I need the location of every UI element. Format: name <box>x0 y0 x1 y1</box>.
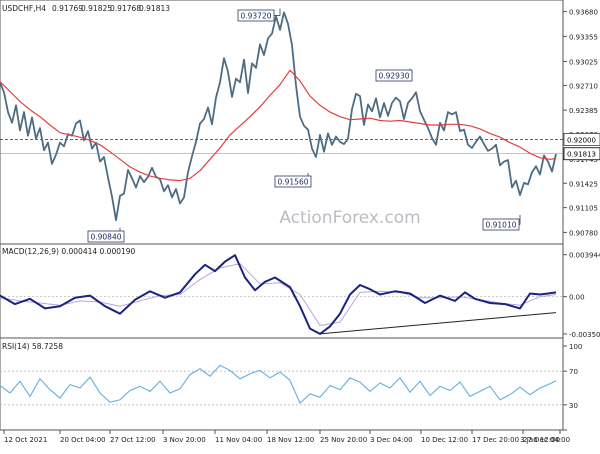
price-axis-tick-label: 0.91425 <box>569 180 598 188</box>
header-close: 0.91813 <box>139 4 170 13</box>
moving-average-line <box>0 69 557 182</box>
price-axis-tick-label: 0.93355 <box>569 33 598 41</box>
macd-main-line <box>0 254 557 335</box>
header-symbol: USDCHF,H4 <box>2 4 46 13</box>
macd-axis-tick-label: -0.003506 <box>569 331 600 339</box>
current-price-label: 0.91813 <box>567 151 596 159</box>
rsi-axis-tick-label: 100 <box>569 343 582 351</box>
x-axis-tick-label: 3 Jan 12:00 <box>520 436 560 444</box>
header-open: 0.91769 <box>52 4 83 13</box>
x-axis-tick-label: 18 Nov 12:00 <box>267 436 314 444</box>
macd-axis-tick-label: 0.003944 <box>569 252 600 260</box>
rsi-layer <box>0 364 563 406</box>
current-price-box <box>563 147 600 161</box>
annotation-box <box>87 230 125 243</box>
annotation-label: 0.90840 <box>90 233 121 242</box>
x-axis-tick-label: 17 Dec 20:00 <box>472 436 519 444</box>
header-low: 0.91768 <box>110 4 141 13</box>
price-axis-tick-label: 0.92710 <box>569 82 598 90</box>
rsi-axis-tick-label: 70 <box>569 368 578 376</box>
x-axis-tick-label: 20 Oct 04:00 <box>60 436 106 444</box>
macd-axis-tick-label: 0.00 <box>569 294 585 302</box>
macd-trendline <box>319 312 557 335</box>
x-axis-tick-label: 27 Dec 04:00 <box>523 436 570 444</box>
annotation-box <box>375 69 413 82</box>
rsi-panel-frame <box>0 337 564 431</box>
macd-layer <box>0 254 563 335</box>
annotation-box <box>237 9 275 22</box>
price-axis-tick-label: 0.92385 <box>569 107 598 115</box>
annotation-box <box>274 175 312 188</box>
annotation-label: 0.92930 <box>378 72 409 81</box>
x-axis-tick-label: 3 Nov 20:00 <box>163 436 206 444</box>
x-axis-tick-label: 10 Dec 12:00 <box>421 436 468 444</box>
annotation-box <box>482 218 520 231</box>
x-axis-tick-label: 27 Oct 12:00 <box>110 436 156 444</box>
annotation-label: 0.91010 <box>485 221 516 230</box>
header-high: 0.91825 <box>81 4 112 13</box>
axis-layer: 0.93680 0.93355 0.93025 0.92710 0.92385 0.920… <box>3 9 600 444</box>
chart-header: USDCHF,H4 0.91769 0.91825 0.91768 0.9181… <box>2 4 170 13</box>
watermark-text: ActionForex.com <box>279 208 420 228</box>
x-axis-tick-label: 3 Dec 04:00 <box>370 436 413 444</box>
x-axis-tick-label: 12 Oct 2021 <box>4 436 47 444</box>
price-axis-tick-label: 0.93680 <box>569 9 598 17</box>
price-series-line <box>0 11 557 222</box>
price-axis-tick-label: 0.90780 <box>569 229 598 237</box>
macd-signal-line <box>0 263 557 326</box>
x-axis-tick-label: 25 Nov 20:00 <box>320 436 367 444</box>
annotation-label: 0.91560 <box>277 178 308 187</box>
macd-label: MACD(12,26,9) 0.000414 0.000190 <box>2 247 136 256</box>
annotation-label: 0.93720 <box>240 12 271 21</box>
rsi-line <box>0 364 557 405</box>
dashed-level-box <box>563 133 600 146</box>
x-axis-tick-label: 11 Nov 04:00 <box>215 436 262 444</box>
price-axis-tick-label: 0.91105 <box>569 205 598 213</box>
price-layer: 0.93720 0.92930 0.91560 0.90840 0.91010 <box>0 8 563 243</box>
dashed-level-label: 0.92000 <box>567 137 596 145</box>
rsi-label: RSI(14) 58.7258 <box>2 342 63 351</box>
rsi-axis-tick-label: 30 <box>569 402 578 410</box>
price-axis-tick-label: 0.93025 <box>569 58 598 66</box>
